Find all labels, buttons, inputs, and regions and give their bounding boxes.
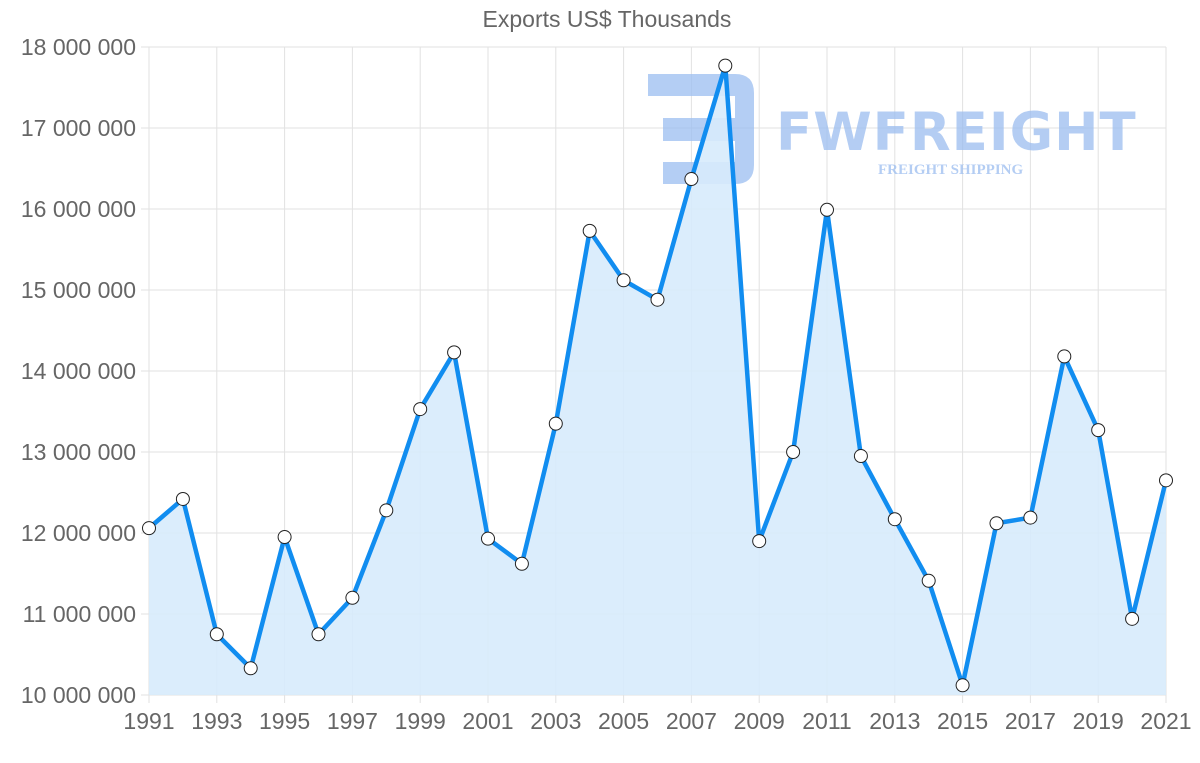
x-tick-label: 2001 <box>462 708 513 734</box>
data-point[interactable] <box>1057 349 1072 364</box>
x-tick-label: 1999 <box>395 708 446 734</box>
x-tick-label: 2009 <box>734 708 785 734</box>
x-tick-label: 2019 <box>1073 708 1124 734</box>
x-tick-label: 2013 <box>869 708 920 734</box>
x-tick-label: 1997 <box>327 708 378 734</box>
y-tick-label: 17 000 000 <box>21 115 136 141</box>
y-tick-label: 15 000 000 <box>21 277 136 303</box>
data-point[interactable] <box>955 678 970 693</box>
data-point[interactable] <box>752 534 767 549</box>
data-point[interactable] <box>209 627 224 642</box>
data-point[interactable] <box>142 521 156 536</box>
data-point[interactable] <box>345 590 360 605</box>
x-tick-label: 1991 <box>123 708 174 734</box>
x-tick-label: 2007 <box>666 708 717 734</box>
data-point[interactable] <box>820 202 834 217</box>
data-point[interactable] <box>175 491 190 506</box>
data-points <box>142 58 1173 693</box>
y-axis-ticks: 10 000 000 11 000 000 12 000 000 13 000 000… <box>21 34 136 708</box>
fwfreight-logo-icon <box>648 74 754 184</box>
y-tick-label: 14 000 000 <box>21 358 136 384</box>
y-tick-label: 16 000 000 <box>21 196 136 222</box>
x-tick-label: 1995 <box>259 708 310 734</box>
x-tick-label: 2017 <box>1005 708 1056 734</box>
x-tick-label: 2003 <box>530 708 581 734</box>
data-point[interactable] <box>684 172 699 187</box>
data-point[interactable] <box>311 627 326 642</box>
data-point[interactable] <box>989 516 1004 531</box>
data-point[interactable] <box>1091 423 1106 438</box>
y-tick-label: 11 000 000 <box>23 601 136 627</box>
x-tick-label: 2005 <box>598 708 649 734</box>
fwfreight-watermark: FWFREIGHT FREIGHT SHIPPING <box>648 74 1137 184</box>
data-point[interactable] <box>514 556 529 571</box>
data-point[interactable] <box>379 503 394 518</box>
y-tick-label: 13 000 000 <box>21 439 136 465</box>
data-point[interactable] <box>277 530 292 545</box>
data-point[interactable] <box>718 58 733 73</box>
data-point[interactable] <box>853 449 868 464</box>
data-point[interactable] <box>887 512 902 527</box>
y-tick-label: 18 000 000 <box>21 34 136 60</box>
x-tick-label: 2021 <box>1140 708 1191 734</box>
data-point[interactable] <box>481 531 495 546</box>
data-point[interactable] <box>786 445 801 459</box>
data-point[interactable] <box>413 402 428 417</box>
chart-title: Exports US$ Thousands <box>482 6 732 32</box>
series-area-fill <box>149 65 1166 695</box>
data-point[interactable] <box>582 223 597 238</box>
watermark-brand: FWFREIGHT <box>776 102 1137 163</box>
data-point[interactable] <box>1159 473 1173 488</box>
data-point[interactable] <box>650 292 665 307</box>
x-axis-ticks: 1991 1993 1995 1997 1999 2001 2003 2005 2007 2009… <box>123 708 1191 734</box>
data-point[interactable] <box>1023 510 1038 525</box>
data-point[interactable] <box>447 345 462 360</box>
y-tick-label: 10 000 000 <box>21 682 136 708</box>
data-point[interactable] <box>921 573 936 588</box>
watermark-tagline: FREIGHT SHIPPING <box>878 162 1023 178</box>
data-point[interactable] <box>1125 611 1140 626</box>
y-tick-label: 12 000 000 <box>21 520 136 546</box>
x-tick-label: 2011 <box>802 708 851 734</box>
x-tick-label: 1993 <box>191 708 242 734</box>
x-tick-label: 2015 <box>937 708 988 734</box>
data-point[interactable] <box>243 661 258 676</box>
data-point[interactable] <box>616 273 631 288</box>
data-point[interactable] <box>548 416 563 431</box>
